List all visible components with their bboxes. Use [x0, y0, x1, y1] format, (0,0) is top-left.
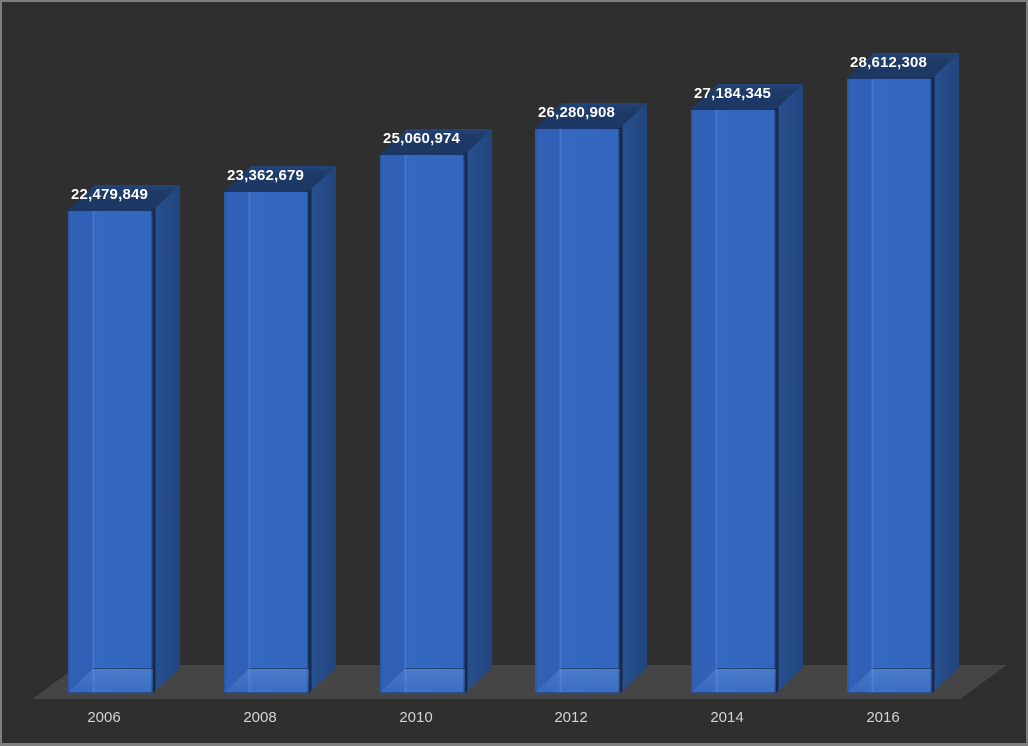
- bar-2008[interactable]: [224, 166, 336, 693]
- data-label-2010: 25,060,974: [383, 130, 461, 147]
- bar-front-face: [847, 78, 932, 693]
- bar-front-face: [68, 210, 153, 693]
- bar-2006[interactable]: [68, 185, 180, 693]
- category-label-2012: 2012: [554, 709, 588, 726]
- bar-side-face: [932, 53, 959, 693]
- data-label-2008: 23,362,679: [227, 167, 305, 184]
- data-label-2014: 27,184,345: [694, 85, 772, 102]
- bar-2010[interactable]: [380, 129, 492, 693]
- bar-side-face: [620, 103, 647, 693]
- bar-2016[interactable]: [847, 53, 959, 693]
- bar-2012[interactable]: [535, 103, 647, 693]
- category-label-2008: 2008: [243, 709, 277, 726]
- bar-2014[interactable]: [691, 84, 803, 693]
- category-label-2014: 2014: [710, 709, 744, 726]
- data-label-2016: 28,612,308: [850, 54, 928, 71]
- category-label-2016: 2016: [866, 709, 900, 726]
- category-label-2006: 2006: [87, 709, 121, 726]
- chart-floor: [32, 665, 1007, 699]
- category-label-2010: 2010: [399, 709, 433, 726]
- data-label-2012: 26,280,908: [538, 104, 616, 121]
- bar-front-face: [224, 191, 309, 693]
- data-label-2006: 22,479,849: [71, 186, 149, 203]
- bar-side-face: [776, 84, 803, 693]
- bar-front-face: [380, 154, 465, 693]
- bar-front-face: [535, 128, 620, 693]
- bar-front-face: [691, 109, 776, 693]
- bar-side-face: [309, 166, 336, 693]
- bar-side-face: [465, 129, 492, 693]
- bar-side-face: [153, 185, 180, 693]
